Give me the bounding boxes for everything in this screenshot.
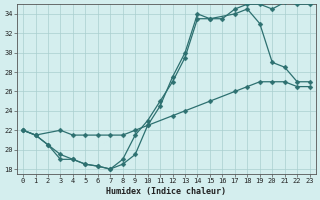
X-axis label: Humidex (Indice chaleur): Humidex (Indice chaleur) <box>106 187 226 196</box>
